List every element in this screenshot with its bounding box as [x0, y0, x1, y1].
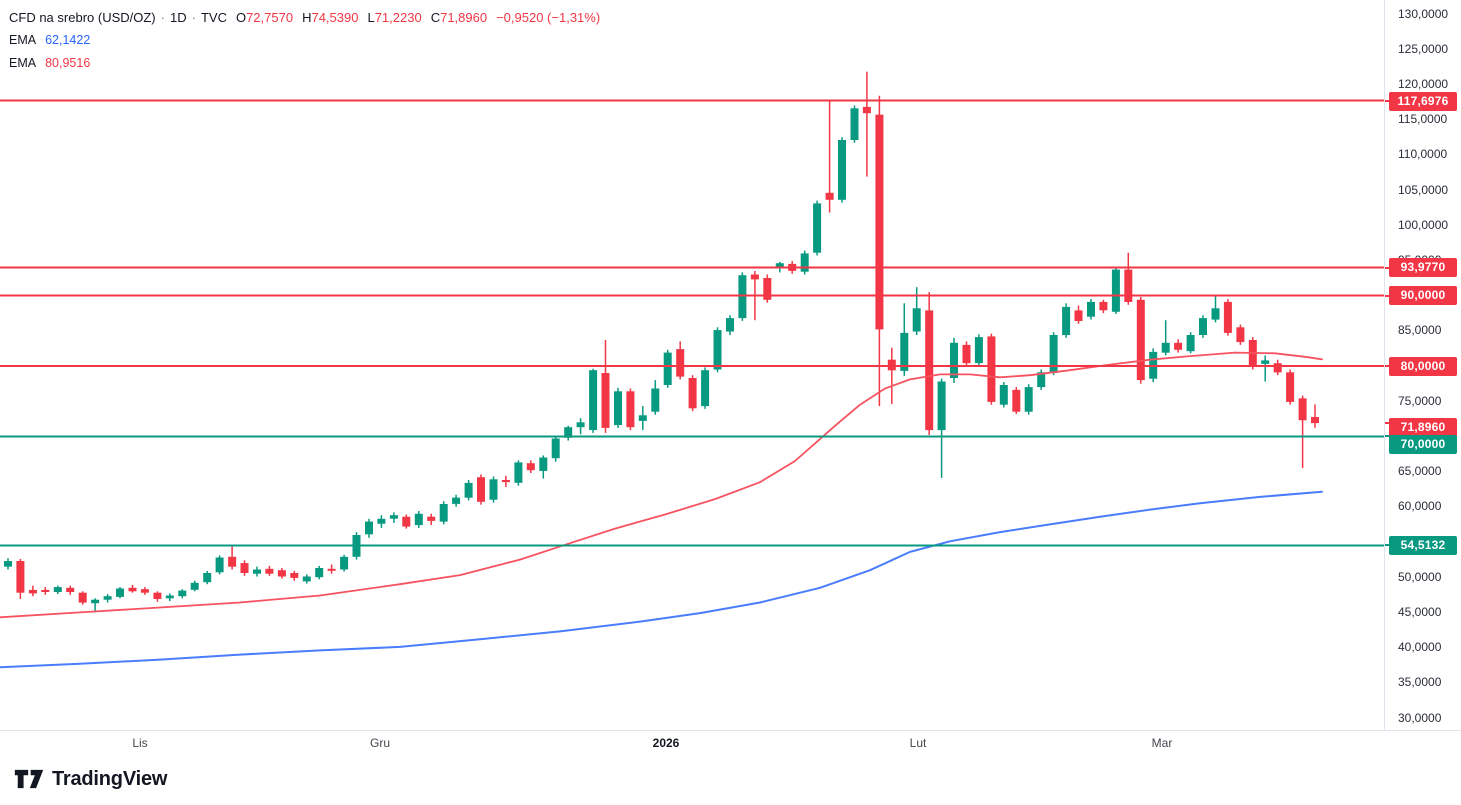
- time-tick-label: Gru: [369, 736, 391, 750]
- close-value: 71,8960: [440, 10, 488, 25]
- price-level-badge: 54,5132: [1389, 535, 1457, 555]
- time-tick-label: 2026: [652, 736, 680, 750]
- price-level-badge: 90,0000: [1389, 286, 1457, 306]
- time-tick-label: Lis: [132, 736, 148, 750]
- price-tick-label: 60,0000: [1398, 499, 1442, 514]
- low-value: 71,2230: [374, 10, 422, 25]
- price-level-badge: 80,0000: [1389, 356, 1457, 376]
- open-value: 72,7570: [246, 10, 294, 25]
- last-price-badge: 71,8960: [1389, 417, 1457, 437]
- level-axis-stub: [1385, 266, 1390, 269]
- time-tick-label: Lut: [909, 736, 927, 750]
- price-tick-label: 65,0000: [1398, 464, 1442, 479]
- price-tick-label: 125,0000: [1398, 41, 1449, 56]
- price-tick-label: 100,0000: [1398, 217, 1449, 232]
- level-axis-stub: [1385, 422, 1390, 425]
- footer-bar: TradingView: [0, 756, 1461, 805]
- high-key: H: [302, 10, 312, 25]
- level-axis-stub: [1385, 99, 1390, 102]
- price-tick-label: 130,0000: [1398, 6, 1449, 21]
- price-tick-label: 30,0000: [1398, 710, 1442, 725]
- price-tick-label: 85,0000: [1398, 323, 1442, 338]
- tradingview-logo-text: TradingView: [52, 767, 168, 790]
- price-tick-label: 45,0000: [1398, 604, 1442, 619]
- price-tick-label: 75,0000: [1398, 393, 1442, 408]
- level-axis-stub: [1385, 544, 1390, 547]
- ema-slow-line: [0, 351, 1323, 619]
- ema-slow-label: EMA: [9, 56, 37, 70]
- tradingview-logo-icon: [14, 769, 44, 789]
- symbol-title[interactable]: CFD na srebro (USD/OZ): [9, 10, 156, 25]
- candlestick-chart[interactable]: [0, 0, 1386, 730]
- level-axis-stub: [1385, 435, 1390, 438]
- level-axis-stub: [1385, 294, 1390, 297]
- ema-fast-label: EMA: [9, 33, 37, 47]
- close-key: C: [430, 10, 441, 25]
- price-level-badge: 93,9770: [1389, 258, 1457, 278]
- price-axis[interactable]: 130,0000 125,0000 120,0000 115,0000 110,0000…: [1384, 0, 1461, 730]
- separator-dot: ·: [160, 10, 165, 25]
- indicator-row-ema-slow[interactable]: EMA 80,9516: [9, 52, 600, 75]
- price-level-badge: 70,0000: [1389, 434, 1457, 454]
- separator-dot: ·: [191, 10, 196, 25]
- price-tick-label: 110,0000: [1398, 147, 1448, 162]
- timeframe-label[interactable]: 1D: [169, 10, 187, 25]
- change-value: −0,9520 (−1,31%): [496, 10, 601, 25]
- ema-slow-value: 80,9516: [45, 56, 91, 70]
- time-tick-label: Mar: [1151, 736, 1173, 750]
- exchange-label: TVC: [200, 10, 227, 25]
- price-tick-label: 40,0000: [1398, 640, 1442, 655]
- high-value: 74,5390: [311, 10, 359, 25]
- ema-fast-value: 62,1422: [45, 33, 91, 47]
- price-tick-label: 35,0000: [1398, 675, 1442, 690]
- price-level-badge: 117,6976: [1389, 92, 1457, 112]
- chart-legend: CFD na srebro (USD/OZ) · 1D · TVC O72,7570 H74…: [9, 6, 600, 75]
- price-tick-label: 115,0000: [1398, 112, 1448, 127]
- symbol-row: CFD na srebro (USD/OZ) · 1D · TVC O72,7570 H74…: [9, 6, 600, 29]
- level-axis-stub: [1385, 365, 1390, 367]
- low-key: L: [367, 10, 375, 25]
- ema-fast-line: [0, 490, 1323, 669]
- tradingview-logo[interactable]: TradingView: [14, 767, 167, 791]
- candles-layer: [4, 71, 1319, 613]
- open-key: O: [235, 10, 247, 25]
- price-tick-label: 120,0000: [1398, 76, 1449, 91]
- price-tick-label: 105,0000: [1398, 182, 1449, 197]
- price-tick-label: 50,0000: [1398, 569, 1442, 584]
- chart-pane[interactable]: [0, 0, 1386, 730]
- time-axis[interactable]: Lis Gru 2026 Lut Mar: [0, 730, 1461, 757]
- indicator-row-ema-fast[interactable]: EMA 62,1422: [9, 29, 600, 52]
